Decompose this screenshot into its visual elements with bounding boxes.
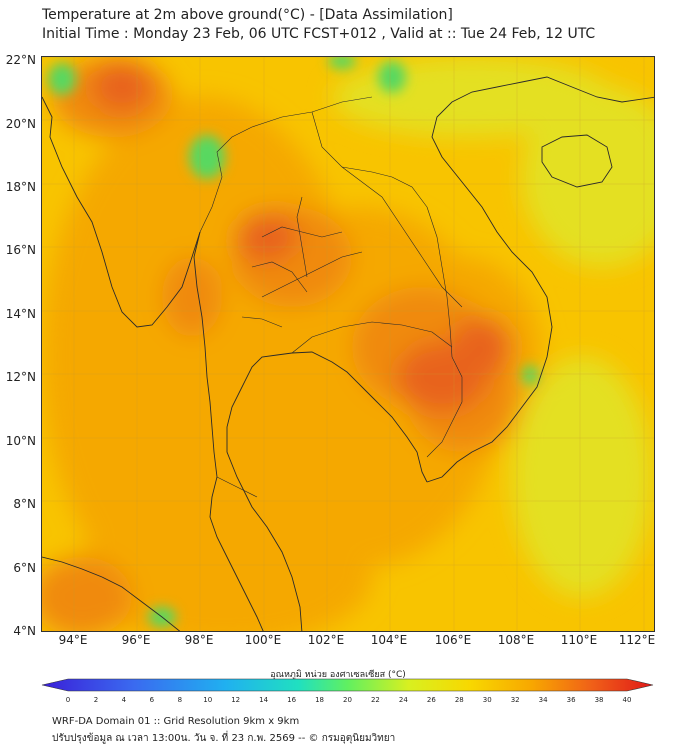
- colorbar-bar: [41, 678, 654, 692]
- footer-update-info: ปรับปรุงข้อมูล ณ เวลา 13:00น. วัน จ. ที่…: [52, 733, 396, 744]
- map-subtitle: Initial Time : Monday 23 Feb, 06 UTC FCS…: [42, 26, 596, 42]
- lat-label: 22°N: [5, 53, 36, 67]
- coastlines: [42, 76, 654, 631]
- colorbar-tick-label: 4: [121, 696, 127, 704]
- lat-label: 4°N: [13, 624, 36, 638]
- lon-label: 96°E: [121, 633, 151, 647]
- lon-label: 106°E: [434, 633, 472, 647]
- lat-label: 14°N: [5, 307, 36, 321]
- lon-label: 98°E: [184, 633, 214, 647]
- colorbar-tick-label: 38: [594, 696, 604, 704]
- lon-label: 94°E: [58, 633, 88, 647]
- lon-label: 110°E: [560, 633, 598, 647]
- colorbar-tick-label: 2: [93, 696, 99, 704]
- colorbar-tick-label: 8: [177, 696, 183, 704]
- map-title: Temperature at 2m above ground(°C) - [Da…: [42, 7, 453, 23]
- colorbar-tick-label: 40: [622, 696, 632, 704]
- colorbar-tick-label: 26: [426, 696, 436, 704]
- lon-label: 104°E: [370, 633, 408, 647]
- lat-label: 6°N: [13, 561, 36, 575]
- colorbar-tick-label: 6: [149, 696, 155, 704]
- lat-label: 8°N: [13, 497, 36, 511]
- lon-label: 108°E: [497, 633, 535, 647]
- colorbar-tick-label: 32: [510, 696, 520, 704]
- lon-label: 112°E: [618, 633, 656, 647]
- colorbar-tick-label: 28: [454, 696, 464, 704]
- lat-label: 18°N: [5, 180, 36, 194]
- colorbar-tick-label: 12: [231, 696, 241, 704]
- colorbar-tick-label: 20: [343, 696, 352, 704]
- colorbar-tick-label: 22: [370, 696, 380, 704]
- footer-grid-info: WRF-DA Domain 01 :: Grid Resolution 9km …: [52, 716, 300, 727]
- country-borders: [199, 96, 463, 498]
- lat-label: 12°N: [5, 370, 36, 384]
- colorbar-tick-label: 14: [259, 696, 269, 704]
- map-panel[interactable]: [41, 56, 655, 632]
- temperature-map: [42, 57, 654, 631]
- colorbar-tick-label: 0: [65, 696, 71, 704]
- colorbar: [41, 678, 654, 692]
- colorbar-tick-label: 16: [287, 696, 297, 704]
- lon-label: 100°E: [244, 633, 282, 647]
- lon-label: 102°E: [307, 633, 345, 647]
- colorbar-tick-label: 34: [538, 696, 548, 704]
- lat-label: 10°N: [5, 434, 36, 448]
- colorbar-tick-label: 24: [398, 696, 408, 704]
- lat-label: 16°N: [5, 243, 36, 257]
- colorbar-tick-label: 10: [203, 696, 213, 704]
- colorbar-tick-label: 30: [482, 696, 492, 704]
- colorbar-tick-label: 36: [566, 696, 576, 704]
- lat-label: 20°N: [5, 117, 36, 131]
- colorbar-tick-label: 18: [315, 696, 325, 704]
- graticule: [42, 57, 654, 631]
- colorbar-label: อุณหภูมิ หน่วย องศาเซลเซียส (°C): [270, 670, 406, 680]
